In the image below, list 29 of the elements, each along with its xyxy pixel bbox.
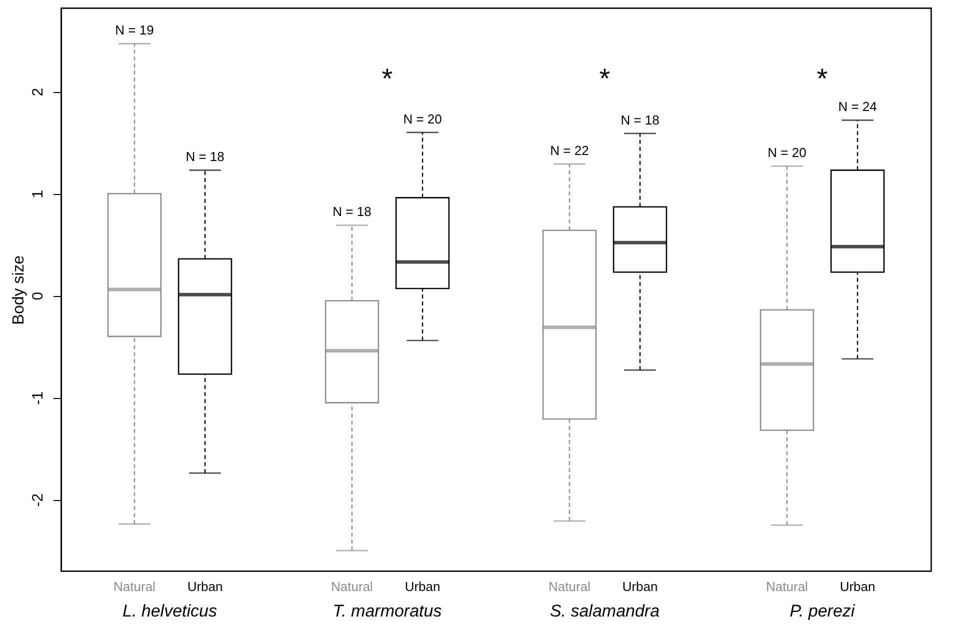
text: Natural <box>331 579 373 594</box>
y-tick-label: -1 <box>30 391 46 405</box>
annotation: * <box>382 63 393 94</box>
text: N = 22 <box>550 143 589 158</box>
text: Urban <box>187 579 223 594</box>
text: N = 19 <box>115 22 154 38</box>
y-tick-label: -2 <box>30 493 46 507</box>
text: Urban <box>840 579 876 594</box>
x-tick-label: S. salamandra <box>550 602 660 620</box>
annotation: * <box>816 63 828 94</box>
x-tick-label: L. helveticus <box>122 602 218 620</box>
text: N = 18 <box>186 149 224 164</box>
y-tick-label: 0 <box>30 292 46 300</box>
text: N = 20 <box>403 111 442 126</box>
annotation: * <box>599 63 610 94</box>
y-tick-label: 2 <box>30 88 46 96</box>
text: Natural <box>548 579 590 594</box>
text: N = 24 <box>838 99 877 114</box>
x-tick-label: P. perezi <box>790 602 856 620</box>
text: N = 20 <box>768 145 806 160</box>
text: N = 18 <box>620 112 660 128</box>
x-tick-label: T. marmoratus <box>332 602 442 620</box>
text: Natural <box>114 579 156 594</box>
y-tick-label: 1 <box>30 190 46 198</box>
y-axis-title: Body size <box>10 255 28 325</box>
text: Urban <box>404 579 440 594</box>
text: Natural <box>766 579 808 594</box>
text: Urban <box>622 579 658 594</box>
text: N = 18 <box>332 204 372 220</box>
